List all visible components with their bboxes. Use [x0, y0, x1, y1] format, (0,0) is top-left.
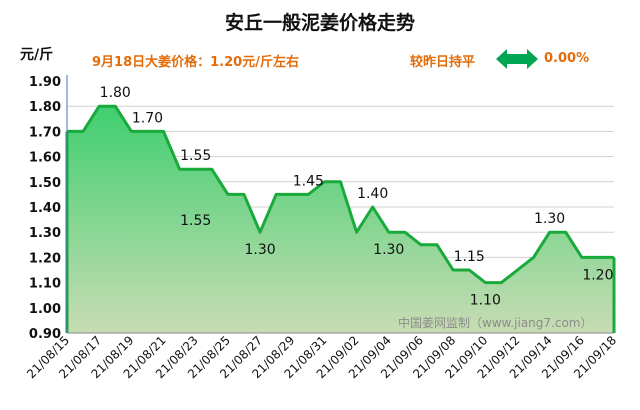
data-label: 1.10	[470, 293, 501, 309]
y-tick-label: 1.70	[29, 125, 61, 140]
data-label: 1.15	[454, 249, 485, 265]
price-area	[67, 106, 614, 333]
watermark: 中国姜网监制（www.jiang7.com）	[398, 315, 592, 330]
data-label: 1.30	[244, 242, 275, 258]
y-tick-label: 1.30	[29, 226, 61, 241]
y-tick-label: 0.90	[29, 327, 61, 342]
compare-label: 较昨日持平	[410, 55, 476, 70]
y-tick-label: 1.20	[29, 251, 61, 266]
data-label: 1.70	[132, 110, 163, 126]
area-layer	[65, 104, 616, 333]
y-tick-label: 1.90	[29, 75, 61, 90]
unit-label: 元/斤	[20, 47, 54, 63]
data-label: 1.45	[293, 173, 324, 189]
data-label: 1.30	[373, 242, 404, 258]
y-tick-label: 1.50	[29, 176, 61, 191]
change-value: 0.00%	[544, 51, 590, 66]
data-label: 1.55	[180, 213, 211, 229]
chart-title: 安丘一般泥姜价格走势	[224, 12, 415, 34]
y-tick-label: 1.80	[29, 100, 61, 115]
y-tick-label: 1.40	[29, 201, 61, 216]
axes	[66, 75, 614, 334]
data-label: 1.20	[582, 267, 613, 283]
y-tick-label: 1.00	[29, 302, 61, 317]
x-tick-labels: 21/08/1521/08/1721/08/1921/08/2121/08/23…	[24, 333, 619, 381]
data-label: 1.30	[534, 211, 565, 227]
y-tick-label: 1.60	[29, 151, 61, 166]
data-label: 1.55	[180, 148, 211, 164]
data-labels: 1.801.70 1.55 1.55 1.30 1.45 1.40 1.30 1.15 1.10…	[100, 85, 614, 308]
data-label: 1.40	[357, 186, 388, 202]
y-tick-labels: 1.90 1.80 1.70 1.60 1.50 1.40 1.30 1.20 1.10 1.00…	[29, 75, 61, 342]
data-label: 1.80	[100, 85, 131, 101]
y-tick-label: 1.10	[29, 277, 61, 292]
price-note: 9月18日大姜价格：1.20元/斤左右	[92, 55, 299, 70]
price-line	[67, 104, 614, 285]
left-right-arrow-icon	[496, 49, 538, 69]
